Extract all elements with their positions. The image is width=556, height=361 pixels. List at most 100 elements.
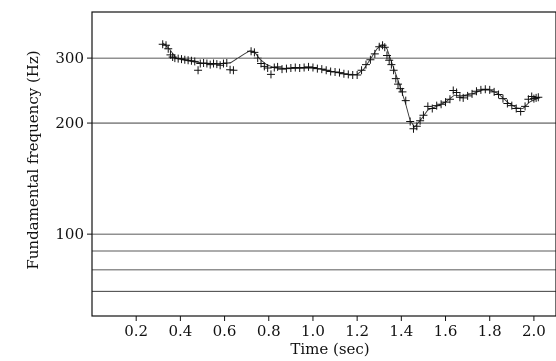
x-tick-label: 0.4 xyxy=(168,322,192,340)
data-point xyxy=(180,55,189,64)
data-point xyxy=(326,67,335,76)
data-point xyxy=(419,111,428,120)
data-point xyxy=(512,104,521,113)
data-point xyxy=(370,49,379,58)
y-tick-label: 100 xyxy=(55,225,84,243)
ticks: 0.2 0.4 0.6 0.8 1.0 1.2 1.4 1.6 1.8 2.0 100 200 300 xyxy=(55,49,545,340)
data-point xyxy=(394,80,403,89)
data-point xyxy=(468,89,477,98)
data-point xyxy=(490,87,499,96)
data-point xyxy=(432,101,441,110)
y-axis-label: Fundamental frequency (Hz) xyxy=(24,50,42,269)
data-point xyxy=(278,65,287,74)
data-point xyxy=(344,70,353,79)
data-point xyxy=(357,66,366,75)
data-point xyxy=(378,41,387,50)
data-point xyxy=(445,95,454,104)
data-point xyxy=(250,48,259,57)
data-point xyxy=(516,107,525,116)
data-point xyxy=(308,63,317,72)
data-point xyxy=(184,56,193,65)
data-point xyxy=(455,93,464,102)
data-point xyxy=(387,60,396,69)
data-point xyxy=(331,68,340,77)
fitted-curve xyxy=(162,42,539,128)
data-point xyxy=(270,63,279,72)
data-point xyxy=(194,66,203,75)
data-point xyxy=(412,122,421,131)
data-point xyxy=(212,60,221,69)
gridlines xyxy=(92,57,556,292)
data-point xyxy=(385,56,394,65)
data-point xyxy=(300,63,309,72)
data-point xyxy=(209,59,218,68)
x-tick-label: 2.0 xyxy=(522,322,546,340)
data-point xyxy=(503,99,512,108)
x-tick-label: 0.6 xyxy=(213,322,237,340)
data-point xyxy=(389,66,398,75)
data-point xyxy=(449,86,458,95)
data-point xyxy=(247,47,256,56)
x-tick-label: 1.2 xyxy=(345,322,369,340)
data-point xyxy=(416,116,425,125)
data-point xyxy=(398,87,407,96)
data-point xyxy=(260,62,269,71)
data-point xyxy=(437,100,446,109)
x-tick-label: 0.8 xyxy=(257,322,281,340)
x-axis-label: Time (sec) xyxy=(290,340,369,358)
data-point xyxy=(428,104,437,113)
data-point xyxy=(158,40,167,49)
x-tick-label: 1.0 xyxy=(301,322,325,340)
data-point xyxy=(401,96,410,105)
data-point xyxy=(476,85,485,94)
data-point xyxy=(459,93,468,102)
data-point xyxy=(481,85,490,94)
data-point xyxy=(361,60,370,69)
data-point xyxy=(206,60,215,69)
data-point xyxy=(222,58,231,67)
data-point xyxy=(382,51,391,60)
x-tick-label: 0.2 xyxy=(124,322,148,340)
data-point xyxy=(190,57,199,66)
x-tick-label: 1.6 xyxy=(434,322,458,340)
pitch-estimates xyxy=(158,40,543,133)
data-point xyxy=(498,94,507,103)
data-point xyxy=(266,70,275,79)
data-point xyxy=(199,58,208,67)
data-point xyxy=(452,88,461,97)
data-point xyxy=(317,65,326,74)
data-point xyxy=(423,102,432,111)
data-point xyxy=(170,54,179,63)
data-point xyxy=(313,64,322,73)
data-point xyxy=(339,69,348,78)
data-point xyxy=(164,44,173,53)
data-point xyxy=(226,65,235,74)
data-point xyxy=(187,56,196,65)
data-point xyxy=(380,43,389,52)
data-point xyxy=(494,90,503,99)
y-tick-label: 200 xyxy=(55,114,84,132)
data-point xyxy=(253,54,262,63)
data-point xyxy=(273,62,282,71)
data-point xyxy=(521,102,530,111)
data-point xyxy=(441,98,450,107)
data-point xyxy=(229,66,238,75)
data-point xyxy=(353,70,362,79)
data-point xyxy=(322,66,331,75)
data-point xyxy=(485,85,494,94)
data-point xyxy=(304,62,313,71)
data-point xyxy=(295,64,304,73)
data-point xyxy=(219,59,228,68)
data-point xyxy=(174,54,183,63)
data-point xyxy=(177,55,186,64)
y-tick-label: 300 xyxy=(55,49,84,67)
data-point xyxy=(406,117,415,126)
x-tick-label: 1.8 xyxy=(478,322,502,340)
data-point xyxy=(263,64,272,73)
fitted-contour xyxy=(162,42,539,128)
data-point xyxy=(391,74,400,83)
data-point xyxy=(286,64,295,73)
data-point xyxy=(472,87,481,96)
data-point xyxy=(335,68,344,77)
